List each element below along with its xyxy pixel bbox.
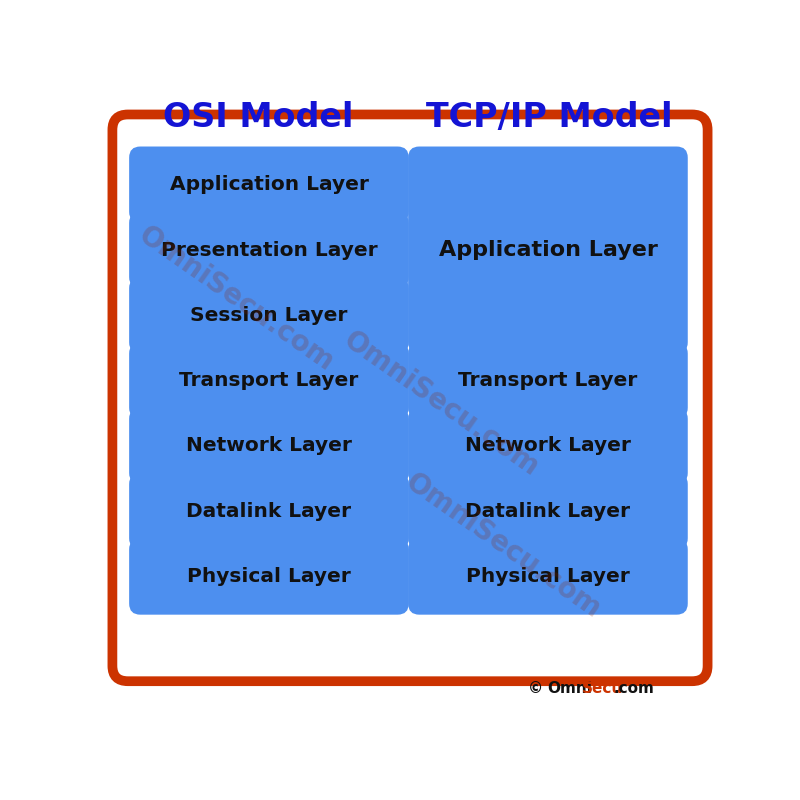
Text: ©: © bbox=[528, 681, 548, 696]
Text: Transport Layer: Transport Layer bbox=[458, 371, 638, 390]
FancyBboxPatch shape bbox=[408, 146, 688, 354]
Text: Transport Layer: Transport Layer bbox=[179, 371, 358, 390]
FancyBboxPatch shape bbox=[129, 277, 409, 354]
Text: Secu: Secu bbox=[582, 681, 623, 696]
Text: Application Layer: Application Layer bbox=[438, 240, 658, 260]
FancyBboxPatch shape bbox=[129, 538, 409, 614]
FancyBboxPatch shape bbox=[129, 408, 409, 484]
Text: Datalink Layer: Datalink Layer bbox=[186, 502, 351, 521]
FancyBboxPatch shape bbox=[408, 408, 688, 484]
Text: OmniSecu.com: OmniSecu.com bbox=[400, 468, 606, 624]
FancyBboxPatch shape bbox=[129, 473, 409, 550]
Text: Application Layer: Application Layer bbox=[170, 175, 368, 194]
FancyBboxPatch shape bbox=[408, 473, 688, 550]
Text: OmniSecu.com: OmniSecu.com bbox=[134, 222, 339, 378]
Text: Network Layer: Network Layer bbox=[465, 436, 631, 455]
Text: OSI Model: OSI Model bbox=[163, 101, 354, 134]
Text: Omni: Omni bbox=[548, 681, 593, 696]
FancyBboxPatch shape bbox=[129, 212, 409, 288]
Text: Session Layer: Session Layer bbox=[190, 306, 348, 325]
FancyBboxPatch shape bbox=[129, 342, 409, 418]
FancyBboxPatch shape bbox=[112, 114, 708, 682]
Text: Presentation Layer: Presentation Layer bbox=[161, 241, 378, 259]
Text: .com: .com bbox=[614, 681, 655, 696]
Text: Physical Layer: Physical Layer bbox=[466, 567, 630, 586]
Text: Network Layer: Network Layer bbox=[186, 436, 352, 455]
Text: TCP/IP Model: TCP/IP Model bbox=[426, 101, 673, 134]
FancyBboxPatch shape bbox=[408, 342, 688, 418]
Text: Datalink Layer: Datalink Layer bbox=[466, 502, 630, 521]
FancyBboxPatch shape bbox=[129, 146, 409, 223]
FancyBboxPatch shape bbox=[408, 538, 688, 614]
Text: OmniSecu.com: OmniSecu.com bbox=[338, 326, 544, 482]
Text: Physical Layer: Physical Layer bbox=[187, 567, 351, 586]
